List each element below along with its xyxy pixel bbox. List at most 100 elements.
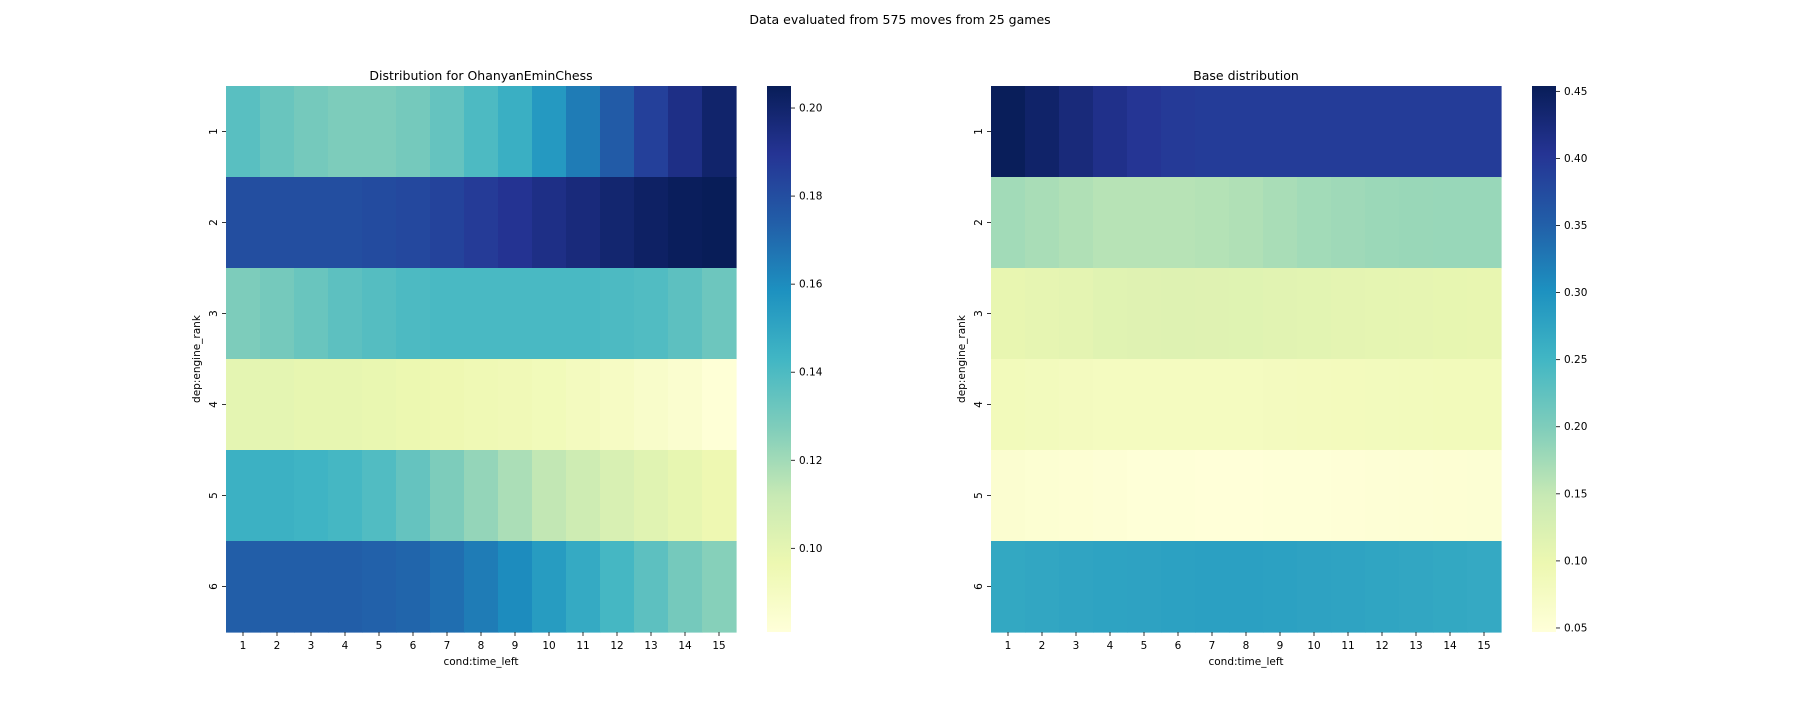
heatmap-cell <box>1467 86 1502 178</box>
y-tick-label: 2 <box>208 219 220 226</box>
colorbar-tick-label: 0.20 <box>1564 421 1587 433</box>
heatmap-cell <box>498 450 533 542</box>
heatmap-cell <box>1093 359 1128 451</box>
heatmap-cell <box>566 86 601 178</box>
x-tick-label: 8 <box>1243 640 1250 652</box>
heatmap-cell <box>362 268 397 360</box>
heatmap-cell <box>702 177 737 269</box>
heatmap-cell <box>1093 450 1128 542</box>
heatmap-cell <box>396 359 431 451</box>
heatmap-cell <box>294 268 329 360</box>
heatmap-cell <box>1297 541 1332 633</box>
heatmap-cell <box>260 86 295 178</box>
heatmap-cell <box>1127 359 1162 451</box>
heatmap-cell <box>668 177 703 269</box>
heatmap-cell <box>668 359 703 451</box>
heatmap-cell <box>464 541 499 633</box>
heatmap-cell <box>1195 268 1230 360</box>
heatmap-cell <box>991 450 1026 542</box>
heatmap-cell <box>1059 86 1094 178</box>
x-tick-label: 3 <box>1073 640 1080 652</box>
heatmap-cell <box>1467 177 1502 269</box>
heatmap-cell <box>1127 268 1162 360</box>
x-tick-label: 13 <box>1409 640 1422 652</box>
heatmap-cell <box>1059 450 1094 542</box>
heatmap-cell <box>1297 268 1332 360</box>
x-axis-label: cond:time_left <box>1208 656 1283 668</box>
heatmap-cell <box>260 359 295 451</box>
heatmap-cell <box>532 177 567 269</box>
colorbar-tick-label: 0.12 <box>799 455 822 467</box>
x-tick-label: 6 <box>1175 640 1182 652</box>
heatmap-cell <box>1399 177 1434 269</box>
chart-title: Distribution for OhanyanEminChess <box>369 68 592 83</box>
colorbar-tick-label: 0.14 <box>799 367 823 379</box>
heatmap-cell <box>1161 268 1196 360</box>
heatmap-cell <box>498 177 533 269</box>
y-tick-label: 2 <box>973 219 985 226</box>
heatmap-cell <box>1229 450 1264 542</box>
heatmap-cell <box>566 359 601 451</box>
heatmap-cell <box>1093 268 1128 360</box>
heatmap-cell <box>1433 177 1468 269</box>
heatmap-cell <box>260 268 295 360</box>
y-tick-label: 6 <box>208 583 220 590</box>
heatmap-cell <box>260 450 295 542</box>
x-tick-label: 4 <box>1107 640 1114 652</box>
heatmap-cell <box>396 177 431 269</box>
heatmap-cell <box>1195 541 1230 633</box>
heatmap-cell <box>430 541 465 633</box>
y-tick-label: 1 <box>208 128 220 135</box>
heatmap-cell <box>600 359 635 451</box>
heatmap-cell <box>294 541 329 633</box>
y-tick-label: 3 <box>208 310 220 317</box>
colorbar-tick-label: 0.20 <box>799 103 822 115</box>
heatmap-cell <box>328 177 363 269</box>
heatmap-cell <box>1467 450 1502 542</box>
heatmap-cell <box>328 86 363 178</box>
heatmap-cell <box>702 450 737 542</box>
x-tick-label: 9 <box>512 640 519 652</box>
heatmap-cell <box>1263 268 1298 360</box>
heatmap-cell <box>1365 359 1400 451</box>
heatmap-cell <box>668 450 703 542</box>
heatmap-cell <box>1263 86 1298 178</box>
heatmap-cell <box>294 359 329 451</box>
heatmap-cell <box>1025 359 1060 451</box>
heatmap-cell <box>1263 541 1298 633</box>
heatmap-cell <box>600 268 635 360</box>
x-tick-label: 7 <box>1209 640 1216 652</box>
heatmap-cell <box>991 268 1026 360</box>
heatmap-cell <box>260 541 295 633</box>
heatmap-cell <box>498 268 533 360</box>
y-axis-label: dep:engine_rank <box>191 314 203 403</box>
x-tick-label: 1 <box>1005 640 1012 652</box>
heatmap-cell <box>1365 268 1400 360</box>
heatmap-cell <box>1399 541 1434 633</box>
heatmap-cell <box>1263 359 1298 451</box>
heatmap-cell <box>991 177 1026 269</box>
heatmap-cell <box>328 359 363 451</box>
heatmap-cell <box>1229 177 1264 269</box>
heatmap-cell <box>1365 86 1400 178</box>
heatmap-cell <box>1195 359 1230 451</box>
heatmap-cell <box>702 359 737 451</box>
colorbar-tick-label: 0.10 <box>799 543 822 555</box>
heatmap-cell <box>396 541 431 633</box>
heatmap-cell <box>634 359 669 451</box>
heatmap-cell <box>1331 177 1366 269</box>
heatmap-cell <box>1263 177 1298 269</box>
heatmap-cell <box>991 86 1026 178</box>
x-tick-label: 9 <box>1277 640 1284 652</box>
y-tick-label: 5 <box>973 492 985 499</box>
heatmap-cell <box>1331 450 1366 542</box>
heatmap-cell <box>532 541 567 633</box>
heatmap-cell <box>1161 541 1196 633</box>
heatmap-cell <box>1433 541 1468 633</box>
heatmap-cell <box>1229 268 1264 360</box>
heatmap-cell <box>1025 86 1060 178</box>
heatmap-cell <box>1025 177 1060 269</box>
